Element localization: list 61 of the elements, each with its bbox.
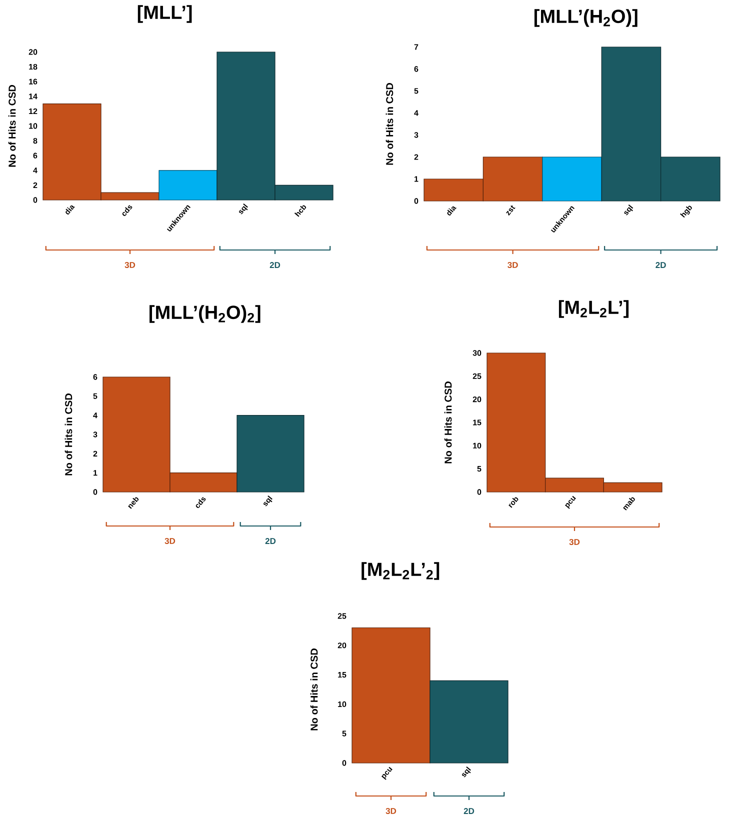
y-tick-label: 0 — [33, 197, 38, 203]
y-tick-label: 6 — [93, 374, 98, 380]
y-tick-label: 0 — [477, 489, 482, 495]
y-tick-label: 0 — [414, 198, 418, 204]
y-tick-label: 12 — [29, 108, 38, 114]
text: 2D — [270, 262, 280, 268]
y-tick-label: 20 — [28, 49, 38, 55]
y-tick-label: 3 — [414, 132, 418, 138]
y-tick-label: 0 — [93, 489, 98, 495]
y-tick-label: 5 — [414, 88, 418, 94]
y-tick-label: 30 — [472, 350, 482, 356]
text: 3D — [386, 808, 396, 814]
y-axis-title: No of Hits in CSD — [444, 382, 452, 464]
text: 2D — [464, 808, 474, 814]
y-tick-label: 10 — [29, 123, 38, 129]
y-tick-label: 15 — [338, 672, 346, 678]
y-tick-label: 20 — [472, 396, 482, 402]
y-tick-label: 2 — [33, 182, 38, 188]
bar — [236, 415, 304, 492]
y-tick-label: 4 — [414, 110, 418, 116]
text: 3D — [164, 538, 176, 544]
y-tick-label: 10 — [473, 442, 482, 448]
y-tick-label: 16 — [29, 78, 38, 84]
y-axis-title: No of Hits in CSD — [64, 394, 72, 476]
y-axis-title: No of Hits in CSD — [8, 85, 16, 167]
y-tick-label: 2 — [414, 154, 418, 160]
y-tick-label: 3 — [93, 432, 98, 438]
y-tick-label: 0 — [342, 760, 346, 766]
y-tick-label: 2 — [93, 450, 98, 456]
y-tick-label: 25 — [338, 613, 346, 619]
chart-title: [M$_{2}$L$_{2}$L’$_{2}$] — [362, 562, 440, 580]
y-tick-label: 14 — [29, 94, 38, 100]
y-tick-label: 10 — [338, 701, 346, 708]
y-tick-label: 6 — [33, 152, 38, 158]
y-tick-label: 5 — [342, 730, 346, 736]
chart-title: [MLL’(H$_{2}$O)$_{2}$] — [150, 305, 260, 323]
y-tick-label: 15 — [473, 420, 482, 426]
y-tick-label: 25 — [472, 373, 482, 379]
y-axis-title: No of Hits in CSD — [386, 83, 394, 165]
y-tick-label: 6 — [414, 66, 418, 72]
bar — [542, 156, 602, 202]
text: 3D — [569, 538, 580, 546]
y-tick-label: 1 — [94, 470, 98, 476]
y-tick-label: 8 — [33, 138, 38, 144]
y-axis-title: No of Hits in CSD — [310, 648, 318, 730]
y-tick-label: 18 — [29, 64, 38, 70]
text: 3D — [124, 262, 136, 268]
y-tick-label: 1 — [414, 176, 418, 182]
chart-title: [M$_{2}$L$_{2}$L’] — [558, 300, 629, 318]
chart-title: [MLL’(H$_{2}$O)] — [534, 9, 638, 27]
y-tick-label: 20 — [338, 642, 346, 648]
chart-title: [MLL’] — [138, 5, 192, 23]
y-tick-label: 5 — [477, 466, 482, 472]
y-tick-label: 4 — [93, 412, 98, 418]
text: 2D — [265, 538, 276, 544]
y-tick-label: 7 — [414, 44, 418, 50]
text: 3D — [508, 262, 518, 268]
bar — [158, 170, 218, 200]
y-tick-label: 5 — [93, 393, 98, 399]
text: 2D — [656, 262, 666, 268]
y-tick-label: 4 — [33, 168, 38, 174]
